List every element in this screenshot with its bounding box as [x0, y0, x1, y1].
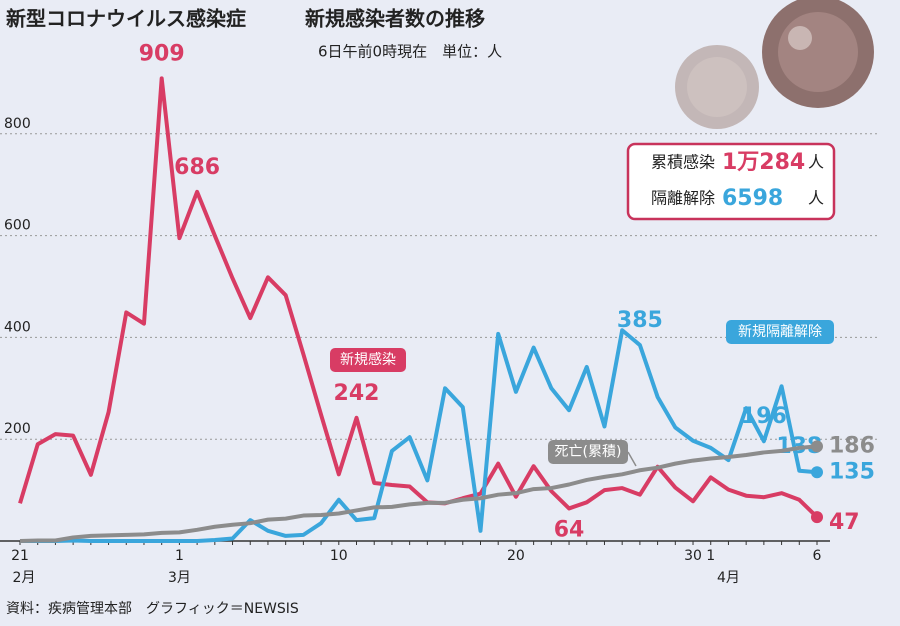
y-tick-label: 600 — [4, 218, 31, 234]
month-label: 2月 — [13, 570, 36, 586]
end-marker — [811, 466, 823, 479]
legend-label: 死亡(累積) — [555, 444, 622, 460]
totals-label: 累積感染 — [651, 153, 715, 172]
y-tick-label: 400 — [4, 319, 31, 335]
x-tick-label: 30 — [684, 548, 702, 564]
data-label: 242 — [334, 381, 380, 406]
end-marker — [811, 511, 823, 524]
legend-label: 新規隔離解除 — [738, 323, 822, 340]
month-label: 3月 — [168, 570, 191, 586]
totals-value: 6598 — [722, 186, 783, 211]
x-tick-label: 20 — [507, 548, 525, 564]
data-label: 385 — [617, 308, 663, 333]
totals-unit: 人 — [808, 189, 824, 208]
data-label: 135 — [829, 459, 875, 484]
series-line — [19, 444, 818, 543]
series-line — [18, 76, 819, 519]
note: 6日午前0時現在 単位：人 — [318, 43, 502, 61]
virus-illustration — [675, 0, 874, 129]
x-tick-label: 21 — [11, 548, 29, 564]
totals-label: 隔離解除 — [651, 189, 715, 208]
month-label: 4月 — [717, 570, 740, 586]
tag-connector — [627, 451, 637, 467]
x-tick-label: 1 — [175, 548, 184, 564]
data-label: 686 — [174, 155, 220, 180]
end-marker — [811, 440, 823, 453]
data-label: 64 — [554, 517, 585, 542]
y-tick-label: 200 — [4, 421, 31, 437]
legend-label: 新規感染 — [340, 351, 396, 368]
totals-box — [626, 142, 836, 221]
chart-title: 新型コロナウイルス感染症 — [6, 7, 246, 31]
legend-tag — [548, 440, 628, 464]
data-label: 47 — [829, 510, 860, 535]
legend-tag — [726, 320, 834, 344]
data-label: 196 — [741, 404, 787, 429]
source: 資料：疾病管理本部 グラフィック＝NEWSIS — [6, 601, 299, 617]
totals-unit: 人 — [808, 153, 824, 172]
data-label: 909 — [139, 41, 185, 66]
x-tick-label: 6 — [813, 548, 822, 564]
chart-subtitle: 新規感染者数の推移 — [305, 7, 485, 31]
x-tick-label: 1 — [706, 548, 715, 564]
y-tick-label: 800 — [4, 116, 31, 132]
data-label: 186 — [829, 433, 875, 458]
legend-tag — [330, 348, 406, 372]
series-line — [20, 328, 818, 543]
totals-value: 1万284 — [722, 150, 805, 175]
x-tick-label: 10 — [330, 548, 348, 564]
